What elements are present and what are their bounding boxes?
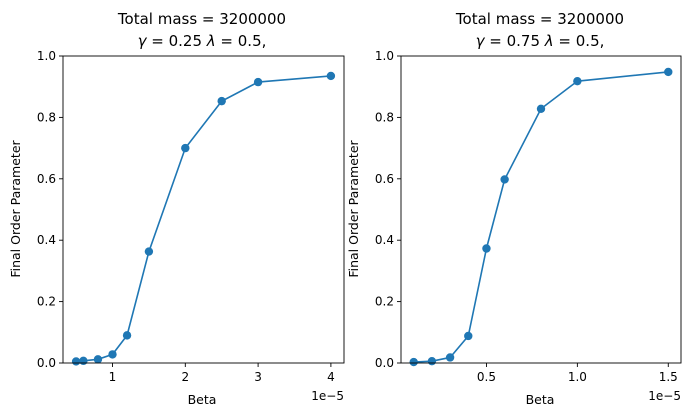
axis-ticks: 0.5 1.0 1.5 0.0 0.2 0.4 0.6 0.8 1.0 (375, 49, 678, 384)
plot-frame (62, 55, 345, 364)
y-tick-label: 0.0 (37, 356, 56, 370)
y-tick-label: 1.0 (37, 49, 56, 63)
y-tick-label: 0.2 (37, 295, 56, 309)
y-tick-label: 1.0 (375, 49, 394, 63)
data-point (79, 356, 88, 366)
y-tick-label: 0.2 (375, 295, 394, 309)
data-point (71, 357, 81, 366)
axis-ticks: 1 2 3 4 0.0 0.2 0.4 0.6 0.8 1.0 (37, 49, 335, 384)
data-point (326, 71, 336, 81)
data-point (573, 76, 582, 86)
subplot-right: Total mass = 3200000 γ = 0.75 λ = 0.5, 0… (346, 10, 682, 407)
y-tick-label: 0.8 (375, 110, 394, 124)
gamma-value: = 0.25 (146, 32, 206, 50)
chart-title-line1: Total mass = 3200000 (117, 10, 286, 28)
data-point (217, 96, 226, 106)
data-point (500, 175, 509, 184)
data-point (482, 244, 491, 253)
data-point (108, 350, 117, 359)
gamma-symbol: γ (138, 32, 148, 50)
data-point (144, 247, 154, 256)
lambda-value: = 0.5, (554, 32, 605, 50)
data-point (181, 143, 190, 153)
x-tick-label: 0.5 (477, 370, 496, 384)
data-point (253, 77, 263, 87)
chart-title-line2: γ = 0.75 λ = 0.5, (476, 32, 605, 50)
data-point (427, 356, 437, 366)
x-tick-label: 2 (181, 370, 189, 384)
y-tick-label: 0.0 (375, 356, 394, 370)
lambda-symbol: λ (544, 32, 554, 50)
y-tick-label: 0.4 (37, 233, 56, 247)
chart-title-line1: Total mass = 3200000 (455, 10, 624, 28)
plot-frame (400, 55, 682, 364)
x-axis-label: Beta (188, 392, 217, 407)
gamma-symbol: γ (476, 32, 486, 50)
data-point (409, 357, 418, 367)
y-tick-label: 0.4 (375, 233, 394, 247)
data-point (93, 355, 103, 364)
data-point (664, 67, 673, 77)
series-points (71, 71, 336, 366)
y-tick-label: 0.6 (375, 172, 394, 186)
x-tick-label: 1.5 (659, 370, 678, 384)
data-point (445, 353, 455, 362)
series-line (76, 75, 331, 363)
data-point (122, 331, 132, 340)
series-line (413, 71, 669, 363)
data-point (464, 331, 473, 341)
x-offset-label: 1e−5 (311, 389, 344, 403)
series-points (409, 67, 673, 367)
x-offset-label: 1e−5 (648, 389, 681, 403)
x-tick-label: 3 (254, 370, 262, 384)
x-tick-label: 4 (327, 370, 335, 384)
lambda-symbol: λ (206, 32, 216, 50)
y-axis-label: Final Order Parameter (8, 139, 23, 277)
x-tick-label: 1.0 (568, 370, 587, 384)
x-axis-label: Beta (526, 392, 555, 407)
chart-title-line2: γ = 0.25 λ = 0.5, (138, 32, 267, 50)
x-tick-label: 1 (109, 370, 117, 384)
subplot-left: Total mass = 3200000 γ = 0.25 λ = 0.5, 1… (8, 10, 345, 407)
data-point (536, 104, 546, 114)
y-tick-label: 0.6 (37, 172, 56, 186)
gamma-value: = 0.75 (484, 32, 544, 50)
y-tick-label: 0.8 (37, 110, 56, 124)
lambda-value: = 0.5, (216, 32, 267, 50)
y-axis-label: Final Order Parameter (346, 139, 361, 277)
